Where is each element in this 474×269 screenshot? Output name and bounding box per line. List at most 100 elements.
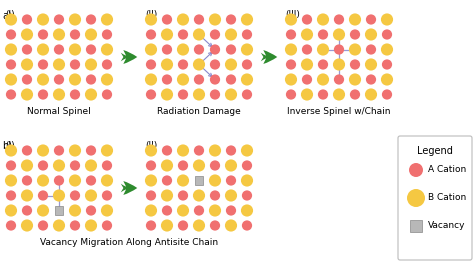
Circle shape (382, 59, 392, 70)
Circle shape (286, 89, 296, 100)
Circle shape (226, 14, 236, 25)
Circle shape (301, 58, 313, 70)
Circle shape (146, 29, 156, 40)
Circle shape (242, 89, 252, 100)
Circle shape (194, 205, 204, 216)
Circle shape (194, 75, 204, 85)
Circle shape (85, 189, 97, 201)
Circle shape (381, 13, 393, 26)
Circle shape (177, 13, 189, 26)
Circle shape (53, 220, 65, 232)
Circle shape (102, 160, 112, 171)
Circle shape (210, 190, 220, 201)
Circle shape (161, 160, 173, 172)
Circle shape (22, 14, 32, 25)
Circle shape (146, 59, 156, 70)
Circle shape (85, 89, 97, 101)
Circle shape (285, 73, 297, 86)
Circle shape (146, 220, 156, 231)
Circle shape (209, 174, 221, 187)
Circle shape (407, 189, 425, 207)
Circle shape (53, 89, 65, 101)
Circle shape (70, 59, 80, 70)
Circle shape (350, 59, 360, 70)
Circle shape (85, 58, 97, 70)
Circle shape (193, 160, 205, 172)
Text: Normal Spinel: Normal Spinel (27, 107, 91, 116)
Circle shape (225, 189, 237, 201)
Circle shape (365, 58, 377, 70)
Text: A Cation: A Cation (428, 165, 466, 175)
Circle shape (242, 59, 252, 70)
Circle shape (226, 75, 236, 85)
Text: Legend: Legend (417, 146, 453, 156)
Circle shape (365, 89, 377, 101)
Circle shape (162, 145, 172, 156)
Circle shape (102, 59, 112, 70)
Circle shape (70, 220, 80, 231)
Circle shape (225, 160, 237, 172)
Circle shape (54, 145, 64, 156)
Circle shape (225, 220, 237, 232)
Circle shape (161, 220, 173, 232)
Circle shape (193, 29, 205, 41)
Circle shape (53, 29, 65, 41)
Circle shape (22, 205, 32, 216)
Text: (I): (I) (5, 141, 15, 150)
Circle shape (22, 145, 32, 156)
Circle shape (225, 89, 237, 101)
Circle shape (285, 13, 297, 26)
Circle shape (145, 204, 157, 217)
Circle shape (366, 44, 376, 55)
Circle shape (37, 204, 49, 217)
Circle shape (226, 145, 236, 156)
Circle shape (54, 175, 64, 186)
Circle shape (53, 58, 65, 70)
Circle shape (38, 59, 48, 70)
Circle shape (37, 13, 49, 26)
Circle shape (161, 58, 173, 70)
Circle shape (242, 160, 252, 171)
Circle shape (86, 14, 96, 25)
Circle shape (145, 13, 157, 26)
Circle shape (349, 73, 361, 86)
Circle shape (333, 89, 345, 101)
Circle shape (21, 89, 33, 101)
Circle shape (38, 160, 48, 171)
Circle shape (241, 144, 253, 157)
Circle shape (146, 190, 156, 201)
Circle shape (69, 204, 81, 217)
Circle shape (241, 174, 253, 187)
Circle shape (101, 13, 113, 26)
Circle shape (382, 89, 392, 100)
Circle shape (5, 204, 17, 217)
Circle shape (193, 189, 205, 201)
Circle shape (209, 13, 221, 26)
Circle shape (178, 160, 188, 171)
Circle shape (161, 189, 173, 201)
Text: Inverse Spinel w/Chain: Inverse Spinel w/Chain (287, 107, 391, 116)
Circle shape (210, 160, 220, 171)
Circle shape (145, 73, 157, 86)
Circle shape (194, 145, 204, 156)
Circle shape (334, 75, 344, 85)
Circle shape (145, 43, 157, 56)
Circle shape (162, 205, 172, 216)
Circle shape (161, 89, 173, 101)
Circle shape (102, 190, 112, 201)
Circle shape (350, 29, 360, 40)
Circle shape (101, 174, 113, 187)
Circle shape (102, 220, 112, 231)
Text: Radiation Damage: Radiation Damage (157, 107, 241, 116)
Circle shape (193, 58, 205, 70)
Circle shape (209, 204, 221, 217)
Circle shape (162, 175, 172, 186)
Circle shape (86, 205, 96, 216)
Circle shape (177, 204, 189, 217)
Circle shape (21, 160, 33, 172)
Circle shape (5, 13, 17, 26)
Circle shape (194, 44, 204, 55)
Circle shape (38, 220, 48, 231)
Circle shape (22, 75, 32, 85)
Circle shape (302, 44, 312, 55)
